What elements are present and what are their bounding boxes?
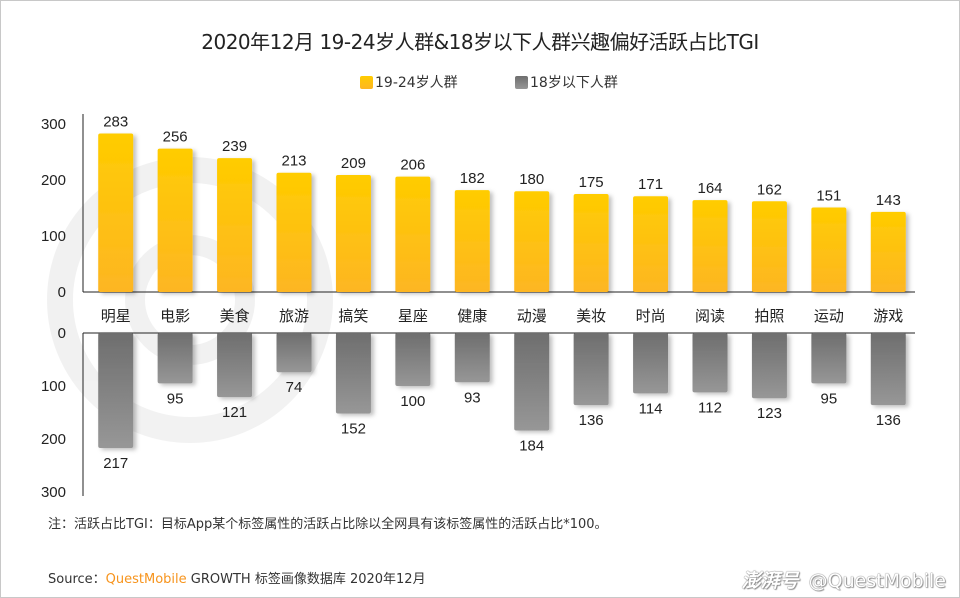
value-label-19-24: 209: [341, 155, 366, 172]
category-label: 运动: [814, 307, 844, 325]
bar-19-24: [157, 148, 193, 292]
value-label-under-18: 217: [103, 455, 128, 472]
bar-under-18: [276, 333, 312, 373]
top-y-tick-label: 0: [58, 284, 66, 301]
legend-label: 19-24岁人群: [375, 75, 458, 91]
bar-under-18: [514, 333, 550, 431]
category-label: 星座: [398, 307, 428, 325]
value-label-19-24: 151: [816, 187, 841, 204]
category-label: 拍照: [754, 307, 784, 325]
value-label-under-18: 152: [341, 421, 366, 438]
bar-19-24: [811, 207, 847, 292]
bar-under-18: [751, 333, 787, 399]
category-labels: 明星 电影 美食 旅游 搞笑 星座 健康 动漫 美妆 时尚 阅读 拍照 运动 游戏: [101, 307, 904, 325]
value-label-19-24: 239: [222, 138, 247, 155]
legend: 19-24岁人群 18岁以下人群: [0, 72, 960, 92]
top-y-tick-label: 200: [41, 172, 66, 189]
bar-19-24: [692, 200, 728, 292]
value-label-under-18: 74: [286, 379, 303, 396]
bar-19-24: [98, 133, 134, 292]
source-brand: QuestMobile: [105, 572, 187, 587]
top-y-tick-label: 100: [41, 228, 66, 245]
category-label: 美食: [220, 307, 250, 325]
bar-under-18: [335, 333, 371, 414]
legend-label: 18岁以下人群: [530, 75, 618, 91]
watermark-logo: 澎湃号: [741, 570, 799, 592]
legend-item-19-24: 19-24岁人群: [360, 72, 458, 92]
category-label: 美妆: [576, 307, 606, 325]
value-label-under-18: 123: [757, 405, 782, 422]
bar-under-18: [811, 333, 847, 384]
bar-under-18: [98, 333, 134, 449]
footnote: 注：活跃占比TGI：目标App某个标签属性的活跃占比除以全网具有该标签属性的活跃…: [48, 517, 608, 532]
value-label-under-18: 112: [698, 399, 722, 416]
bar-19-24: [514, 191, 550, 292]
category-label: 明星: [101, 307, 131, 325]
bar-under-18: [633, 333, 669, 394]
value-label-19-24: 175: [579, 174, 604, 191]
value-label-19-24: 182: [460, 170, 485, 187]
top-y-tick-label: 300: [41, 116, 66, 133]
category-label: 阅读: [695, 307, 725, 325]
bar-19-24: [454, 190, 490, 292]
value-label-under-18: 100: [400, 393, 425, 410]
value-label-under-18: 95: [821, 390, 838, 407]
source-prefix: Source：: [48, 572, 106, 587]
bar-under-18: [157, 333, 193, 384]
bottom-bars: 217 95 121 74 152 100 93 184 136 114 112 123 95 136: [98, 333, 906, 472]
chart-title: 2020年12月 19-24岁人群&18岁以下人群兴趣偏好活跃占比TGI: [201, 30, 759, 54]
bottom-y-tick-label: 300: [41, 484, 66, 501]
value-label-under-18: 136: [876, 412, 901, 429]
value-label-19-24: 171: [638, 176, 663, 193]
value-label-under-18: 121: [222, 404, 247, 421]
watermark-handle: @QuestMobile: [808, 570, 946, 592]
source-suffix: GROWTH 标签画像数据库 2020年12月: [186, 572, 426, 587]
value-label-19-24: 213: [281, 153, 306, 170]
value-label-19-24: 162: [757, 181, 782, 198]
value-label-under-18: 93: [464, 389, 481, 406]
category-label: 旅游: [279, 307, 309, 325]
value-label-19-24: 143: [876, 192, 901, 209]
bar-19-24: [573, 194, 609, 292]
value-label-19-24: 206: [400, 157, 425, 174]
category-label: 电影: [160, 307, 190, 325]
legend-swatch-gray: [515, 75, 528, 89]
value-label-19-24: 180: [519, 171, 544, 188]
value-label-under-18: 95: [167, 390, 184, 407]
bottom-y-tick-label: 100: [41, 378, 66, 395]
bar-under-18: [395, 333, 431, 386]
bar-19-24: [395, 176, 431, 292]
bar-under-18: [573, 333, 609, 406]
bar-19-24: [217, 158, 253, 292]
value-label-under-18: 114: [639, 400, 663, 417]
legend-swatch-yellow: [360, 75, 373, 89]
category-label: 时尚: [636, 307, 666, 325]
bottom-y-tick-label: 200: [41, 431, 66, 448]
legend-item-under-18: 18岁以下人群: [515, 72, 618, 92]
bar-19-24: [276, 172, 312, 292]
bar-19-24: [751, 201, 787, 292]
bar-under-18: [870, 333, 906, 406]
bar-19-24: [870, 211, 906, 292]
source-line: Source：QuestMobile GROWTH 标签画像数据库 2020年1…: [48, 568, 426, 587]
top-bars: 283 256 239 213 209 206 182 180 175 171 164 162 151 1…: [98, 114, 906, 292]
bar-19-24: [633, 196, 669, 292]
bar-under-18: [454, 333, 490, 383]
value-label-under-18: 184: [519, 438, 544, 455]
value-label-19-24: 283: [103, 114, 128, 131]
category-label: 搞笑: [338, 307, 368, 325]
bar-under-18: [217, 333, 253, 398]
value-label-under-18: 136: [579, 412, 604, 429]
bar-19-24: [335, 174, 371, 292]
corner-watermark: 澎湃号 @QuestMobile: [742, 566, 946, 593]
value-label-19-24: 256: [163, 129, 188, 146]
category-label: 游戏: [873, 307, 903, 325]
bar-under-18: [692, 333, 728, 393]
category-label: 健康: [457, 307, 487, 325]
value-label-19-24: 164: [697, 180, 722, 197]
bottom-y-tick-label: 0: [58, 325, 66, 342]
category-label: 动漫: [517, 307, 547, 325]
